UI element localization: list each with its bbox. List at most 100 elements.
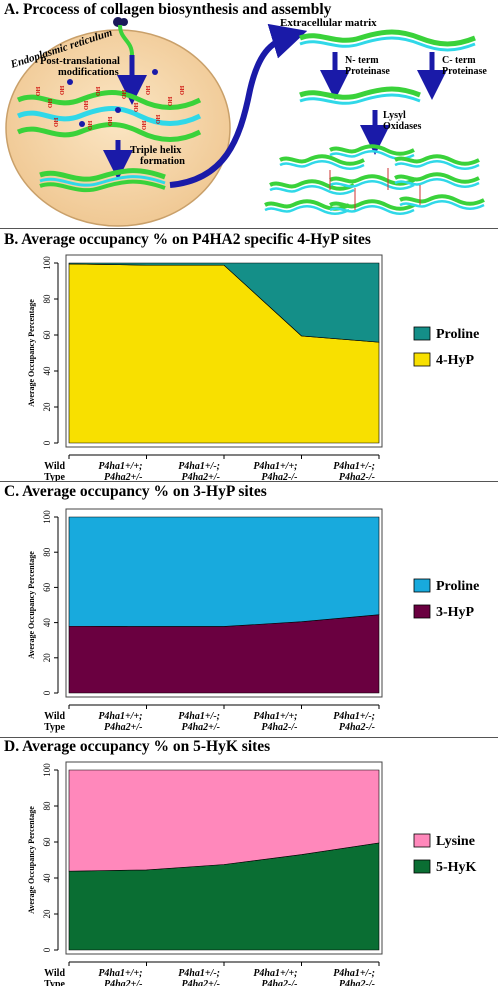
area-series-proline	[68, 516, 380, 627]
y-axis-label: Average Occupancy Percentage	[27, 551, 36, 659]
x-tick-label: P4ha1+/+;	[98, 968, 142, 979]
oh-label: OH	[108, 116, 114, 126]
x-tick-label: P4ha1+/+;	[253, 968, 297, 979]
lox-label-2: Oxidases	[383, 121, 421, 132]
y-tick-label: 100	[42, 763, 52, 777]
y-tick-label: 100	[42, 256, 52, 270]
legend-label: 3-HyP	[436, 605, 475, 620]
legend-swatch	[413, 604, 431, 619]
collagen-process-diagram: Endoplasmic reticulum Post-translational…	[5, 17, 487, 227]
x-tick-label: Type	[44, 472, 65, 481]
legend-swatch	[413, 326, 431, 341]
y-tick-label: 0	[42, 690, 52, 695]
separator-ab	[0, 228, 498, 229]
plot-frame	[65, 508, 383, 698]
ecm-label: Extracellular matrix	[280, 17, 377, 29]
x-tick-label: Type	[44, 979, 65, 986]
legend-swatch	[413, 833, 431, 848]
x-tick-label: P4ha1+/-;	[178, 711, 220, 722]
oh-label: OH	[88, 120, 94, 130]
x-tick-label: P4ha1+/-;	[178, 461, 220, 472]
triple-helix-label-2: formation	[140, 156, 185, 167]
ptm-label-2: modifications	[58, 67, 119, 78]
chart-d: 0 20 40 60 80 100 Average Occupancy Percentage…	[27, 761, 477, 986]
nterm-label-1: N- term	[345, 55, 379, 66]
legend-swatch	[413, 578, 431, 593]
x-tick-label: P4ha2-/-	[339, 979, 375, 986]
x-tick-label: P4ha2+/-	[182, 472, 220, 481]
oh-label: OH	[146, 85, 152, 95]
legend-label: Proline	[436, 579, 479, 594]
legend-label: 4-HyP	[436, 353, 475, 368]
y-tick-label: 20	[42, 653, 52, 663]
x-tick-label: P4ha1+/-;	[333, 968, 375, 979]
x-tick-label: P4ha1+/-;	[333, 711, 375, 722]
oh-label: OH	[36, 86, 42, 96]
er-collagen-strands	[16, 90, 202, 142]
cterm-label-2: Proteinase	[442, 66, 487, 77]
y-axis-label: Average Occupancy Percentage	[27, 299, 36, 407]
x-tick-label: P4ha1+/-;	[333, 461, 375, 472]
legend-label: Lysine	[436, 834, 475, 849]
y-tick-label: 80	[42, 801, 52, 811]
oh-label: OH	[134, 102, 140, 112]
x-tick-label: P4ha2-/-	[339, 722, 375, 733]
oh-label: OH	[122, 89, 128, 99]
legend-label: 5-HyK	[436, 860, 477, 875]
separator-bc	[0, 481, 498, 482]
y-tick-label: 20	[42, 402, 52, 412]
y-tick-label: 80	[42, 294, 52, 304]
panel-c-title: C. Average occupancy % on 3-HyP sites	[4, 483, 267, 500]
oh-label: OH	[96, 86, 102, 96]
y-tick-label: 40	[42, 618, 52, 628]
separator-cd	[0, 737, 498, 738]
oh-label: OH	[168, 96, 174, 106]
x-tick-label: P4ha2-/-	[261, 979, 297, 986]
x-tick-label: P4ha1+/-;	[178, 968, 220, 979]
x-tick-label: Wild	[44, 968, 65, 979]
triple-helix-label-1: Triple helix	[130, 145, 182, 156]
ptm-label-1: Post-translational	[40, 56, 120, 67]
oh-label: OH	[54, 117, 60, 127]
x-tick-label: P4ha2+/-	[104, 472, 142, 481]
legend-swatch	[413, 859, 431, 874]
oh-label: OH	[142, 120, 148, 130]
x-tick-label: P4ha1+/+;	[98, 711, 142, 722]
collagen-fibril	[264, 144, 485, 215]
y-tick-label: 60	[42, 330, 52, 340]
y-tick-label: 20	[42, 909, 52, 919]
panel-a-title: A. Prcocess of collagen biosynthesis and…	[4, 1, 332, 18]
x-tick-label: P4ha2+/-	[182, 722, 220, 733]
y-tick-label: 40	[42, 873, 52, 883]
x-tick-label: P4ha1+/+;	[253, 711, 297, 722]
x-tick-label: Type	[44, 722, 65, 733]
x-tick-label: P4ha2+/-	[104, 722, 142, 733]
y-tick-label: 40	[42, 366, 52, 376]
x-tick-label: P4ha2-/-	[261, 722, 297, 733]
y-tick-label: 60	[42, 837, 52, 847]
legend-label: Proline	[436, 327, 479, 342]
oh-label: OH	[180, 85, 186, 95]
legend-swatch	[413, 352, 431, 367]
panel-d-title: D. Average occupancy % on 5-HyK sites	[4, 738, 271, 755]
nterm-label-2: Proteinase	[345, 66, 390, 77]
cterm-label-1: C- term	[442, 55, 476, 66]
chart-b: 0 20 40 60 80 100 Average Occupancy Percentage…	[27, 254, 479, 481]
x-tick-label: P4ha1+/+;	[253, 461, 297, 472]
y-tick-label: 0	[42, 440, 52, 445]
x-tick-label: P4ha2-/-	[261, 472, 297, 481]
oh-label: OH	[60, 85, 66, 95]
x-tick-label: P4ha1+/+;	[98, 461, 142, 472]
y-tick-label: 60	[42, 582, 52, 592]
chart-c: 0 20 40 60 80 100 Average Occupancy Percentage…	[27, 508, 479, 733]
oh-label: OH	[156, 114, 162, 124]
x-tick-label: P4ha2+/-	[104, 979, 142, 986]
y-tick-label: 100	[42, 510, 52, 524]
plot-frame	[65, 761, 383, 955]
plot-frame	[65, 254, 383, 448]
lox-label-1: Lysyl	[383, 110, 406, 121]
oh-label: OH	[48, 98, 54, 108]
panel-b-title: B. Average occupancy % on P4HA2 specific…	[4, 231, 371, 248]
x-tick-label: Wild	[44, 461, 65, 472]
